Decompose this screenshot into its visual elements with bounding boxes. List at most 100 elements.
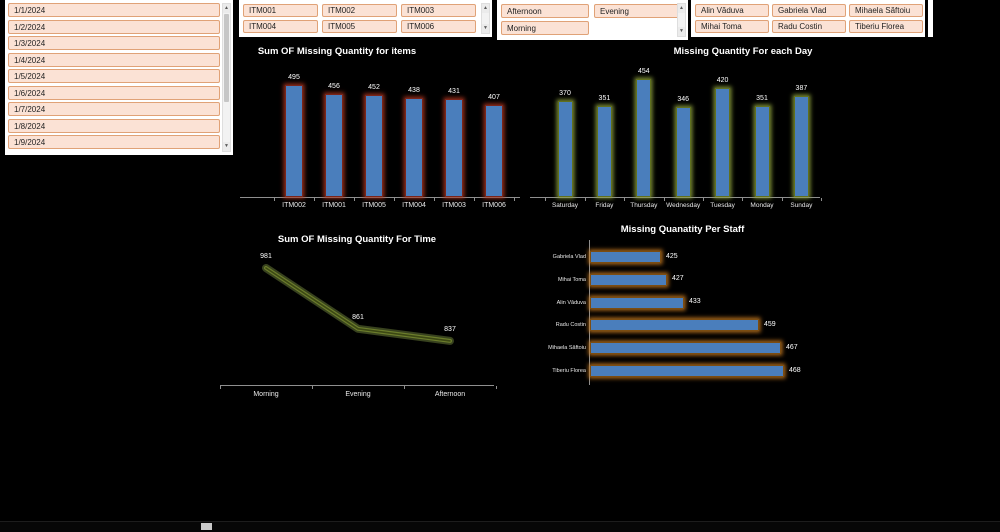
staff-slicer-option-radu-costin[interactable]: Radu Costin bbox=[772, 20, 846, 33]
time-slicer-option-morning[interactable]: Morning bbox=[501, 21, 589, 35]
axis-tick bbox=[274, 198, 275, 201]
axis-tick bbox=[496, 386, 497, 389]
data-label: 427 bbox=[672, 275, 684, 283]
item-slicer-option-itm004[interactable]: ITM004 bbox=[243, 20, 318, 33]
axis-tick bbox=[821, 198, 823, 201]
date-slicer-option-1-5-2024[interactable]: 1/5/2024 bbox=[8, 69, 220, 83]
date-slicer-list: 1/1/2024 1/2/2024 1/3/2024 1/4/2024 1/5/2024… bbox=[8, 3, 220, 152]
days-bar-chart: Missing Quantity For each Day 370 Saturda… bbox=[530, 44, 823, 222]
time-slicer: Afternoon Evening Morning ▲ ▼ bbox=[497, 0, 688, 40]
item-slicer-list: ITM001 ITM002 ITM003 ITM004 ITM005 ITM006 bbox=[243, 4, 476, 33]
axis-tick bbox=[514, 198, 515, 201]
axis-tick bbox=[404, 386, 405, 389]
bar-wednesday bbox=[675, 107, 691, 197]
date-slicer-option-1-4-2024[interactable]: 1/4/2024 bbox=[8, 52, 220, 67]
bar-itm002 bbox=[285, 85, 303, 197]
category-label: Mihaela Săftoiu bbox=[548, 345, 586, 352]
axis-tick bbox=[702, 198, 704, 201]
axis-tick bbox=[781, 198, 783, 201]
item-slicer-option-itm006[interactable]: ITM006 bbox=[401, 20, 476, 33]
axis-label: ITM005 bbox=[362, 202, 386, 209]
chart-title: Sum OF Missing Quantity For Time bbox=[277, 234, 437, 245]
bar-itm001 bbox=[325, 94, 343, 197]
category-label: Tiberiu Florea bbox=[552, 368, 586, 374]
bar-friday bbox=[596, 106, 612, 197]
staff-slicer-option-alin-v-duva[interactable]: Alin Văduva bbox=[695, 4, 769, 17]
bar-tiberiu-florea bbox=[590, 365, 784, 377]
date-slicer-option-1-7-2024[interactable]: 1/7/2024 bbox=[8, 102, 220, 116]
data-label: 346 bbox=[677, 96, 690, 103]
category-label: Mihai Toma bbox=[557, 276, 586, 283]
scroll-up-icon[interactable]: ▲ bbox=[678, 4, 685, 13]
staff-slicer-list: Alin Văduva Gabriela Vlad Mihaela Săftoiu M… bbox=[695, 4, 923, 33]
data-label: 351 bbox=[598, 95, 611, 102]
time-slicer-option-afternoon[interactable]: Afternoon bbox=[501, 4, 589, 18]
bar-itm005 bbox=[365, 95, 383, 197]
data-label: 425 bbox=[666, 252, 678, 260]
item-slicer-scrollbar[interactable]: ▲ ▼ bbox=[481, 3, 490, 34]
time-slicer-scrollbar[interactable]: ▲ ▼ bbox=[677, 3, 686, 37]
staff-slicer-option-tiberiu-florea[interactable]: Tiberiu Florea bbox=[849, 20, 923, 33]
items-bar-chart: Sum OF Missing Quantity for items 495 ITM… bbox=[240, 44, 520, 222]
axis-label: ITM001 bbox=[322, 202, 346, 209]
time-slicer-option-evening[interactable]: Evening bbox=[594, 4, 682, 18]
axis-label: Wednesday bbox=[666, 202, 701, 209]
series-line bbox=[264, 266, 452, 343]
bar-itm006 bbox=[485, 105, 503, 197]
date-slicer-option-1-2-2024[interactable]: 1/2/2024 bbox=[8, 19, 220, 34]
date-slicer-option-1-3-2024[interactable]: 1/3/2024 bbox=[8, 36, 220, 50]
data-label: 456 bbox=[328, 83, 340, 90]
data-label: 452 bbox=[368, 84, 380, 91]
scroll-down-icon[interactable]: ▼ bbox=[678, 27, 685, 36]
axis-tick bbox=[474, 198, 475, 201]
y-axis bbox=[589, 240, 590, 385]
axis-label: Friday bbox=[595, 202, 614, 209]
bar-saturday bbox=[557, 101, 573, 197]
bar-monday bbox=[754, 106, 770, 197]
scrollbar-thumb[interactable] bbox=[224, 14, 229, 102]
item-slicer-option-itm002[interactable]: ITM002 bbox=[322, 4, 397, 17]
axis-tick bbox=[314, 198, 315, 201]
scroll-up-icon[interactable]: ▲ bbox=[482, 4, 489, 13]
scroll-down-icon[interactable]: ▼ bbox=[482, 24, 489, 33]
data-label: 431 bbox=[448, 88, 460, 95]
x-axis bbox=[220, 385, 494, 386]
data-label: 495 bbox=[288, 74, 300, 81]
axis-label: ITM004 bbox=[402, 202, 426, 209]
axis-label: Tuesday bbox=[710, 202, 735, 209]
axis-label: ITM003 bbox=[442, 202, 466, 209]
date-slicer-option-1-8-2024[interactable]: 1/8/2024 bbox=[8, 118, 220, 133]
category-label: Gabriela Vlad bbox=[552, 254, 586, 260]
data-label: 981 bbox=[260, 253, 272, 260]
staff-slicer-option-mihai-toma[interactable]: Mihai Toma bbox=[695, 20, 769, 33]
date-slicer-option-1-6-2024[interactable]: 1/6/2024 bbox=[8, 85, 220, 100]
bar-itm004 bbox=[405, 98, 423, 197]
axis-tick bbox=[220, 386, 221, 389]
data-label: 459 bbox=[764, 320, 776, 328]
item-slicer-option-itm003[interactable]: ITM003 bbox=[401, 4, 476, 17]
axis-tick bbox=[545, 198, 547, 201]
data-label: 370 bbox=[559, 90, 571, 97]
date-slicer-scrollbar[interactable]: ▲ ▼ bbox=[222, 3, 231, 152]
data-label: 407 bbox=[488, 94, 500, 101]
item-slicer-option-itm001[interactable]: ITM001 bbox=[243, 4, 318, 17]
bar-gabriela-vlad bbox=[590, 251, 661, 263]
axis-tick bbox=[584, 198, 586, 201]
date-slicer-option-1-9-2024[interactable]: 1/9/2024 bbox=[8, 135, 220, 149]
staff-slicer-option-mihaela-s-ftoiu[interactable]: Mihaela Săftoiu bbox=[849, 4, 923, 17]
axis-label: Saturday bbox=[551, 202, 578, 209]
x-axis bbox=[240, 197, 520, 198]
scroll-down-icon[interactable]: ▼ bbox=[223, 142, 230, 151]
bottom-strip bbox=[0, 521, 1000, 532]
data-label: 861 bbox=[352, 313, 364, 321]
data-label: 837 bbox=[444, 325, 456, 333]
item-slicer-option-itm005[interactable]: ITM005 bbox=[322, 20, 397, 33]
scroll-up-icon[interactable]: ▲ bbox=[223, 4, 230, 13]
chart-title: Sum OF Missing Quantity for items bbox=[257, 46, 417, 57]
date-slicer-option-1-1-2024[interactable]: 1/1/2024 bbox=[8, 3, 220, 17]
axis-tick bbox=[663, 198, 665, 201]
bar-sunday bbox=[793, 96, 809, 197]
staff-slicer-option-gabriela-vlad[interactable]: Gabriela Vlad bbox=[772, 4, 846, 17]
data-label: 438 bbox=[408, 87, 420, 94]
